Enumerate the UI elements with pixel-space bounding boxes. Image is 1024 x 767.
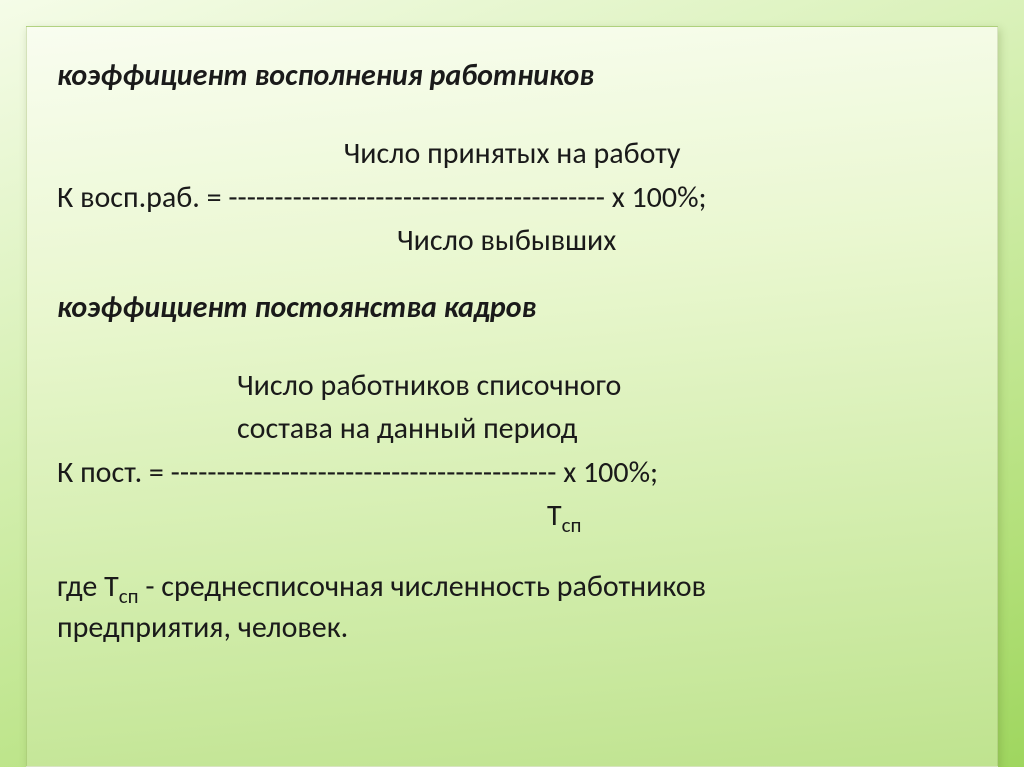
formula2-line: К пост. = ------------------------------… xyxy=(57,451,967,495)
footer-line1: где Тсп - среднесписочная численность ра… xyxy=(57,568,967,609)
slide-card: коэффициент восполнения работников Число… xyxy=(26,26,998,767)
formula-1: Число принятых на работу К восп.раб. = -… xyxy=(57,132,967,263)
footer-sym-base: Т xyxy=(104,568,119,605)
formula2-denominator: Тсп xyxy=(57,494,967,540)
formula1-rhs: х 100%; xyxy=(605,179,707,216)
formula2-numerator-line2: состава на данный период xyxy=(57,407,967,451)
formula2-dashes: ----------------------------------------… xyxy=(171,454,557,491)
formula2-lhs: К пост. = xyxy=(57,454,171,491)
formula-2: Число работников списочного состава на д… xyxy=(57,364,967,541)
section2-title: коэффициент постоянства кадров xyxy=(57,289,967,326)
formula2-numerator-line1: Число работников списочного xyxy=(57,364,967,408)
formula2-denom-base: Т xyxy=(547,497,562,534)
formula1-numerator: Число принятых на работу xyxy=(57,132,967,176)
formula1-lhs: К восп.раб. = xyxy=(57,179,228,216)
footer-line1-rest: - среднесписочная численность работников xyxy=(139,568,706,605)
formula2-denom-sub: сп xyxy=(562,512,582,538)
footer-block: где Тсп - среднесписочная численность ра… xyxy=(57,568,967,646)
formula1-denominator: Число выбывших xyxy=(57,219,967,263)
formula1-line: К восп.раб. = --------------------------… xyxy=(57,176,967,220)
formula1-dashes: ----------------------------------------… xyxy=(228,179,605,216)
formula2-rhs: х 100%; xyxy=(556,454,658,491)
spacer-1 xyxy=(57,263,967,289)
footer-line2: предприятия, человек. xyxy=(57,609,967,646)
footer-sym-sub: сп xyxy=(119,583,139,609)
section1-title: коэффициент восполнения работников xyxy=(57,57,967,94)
footer-prefix: где xyxy=(57,568,104,605)
